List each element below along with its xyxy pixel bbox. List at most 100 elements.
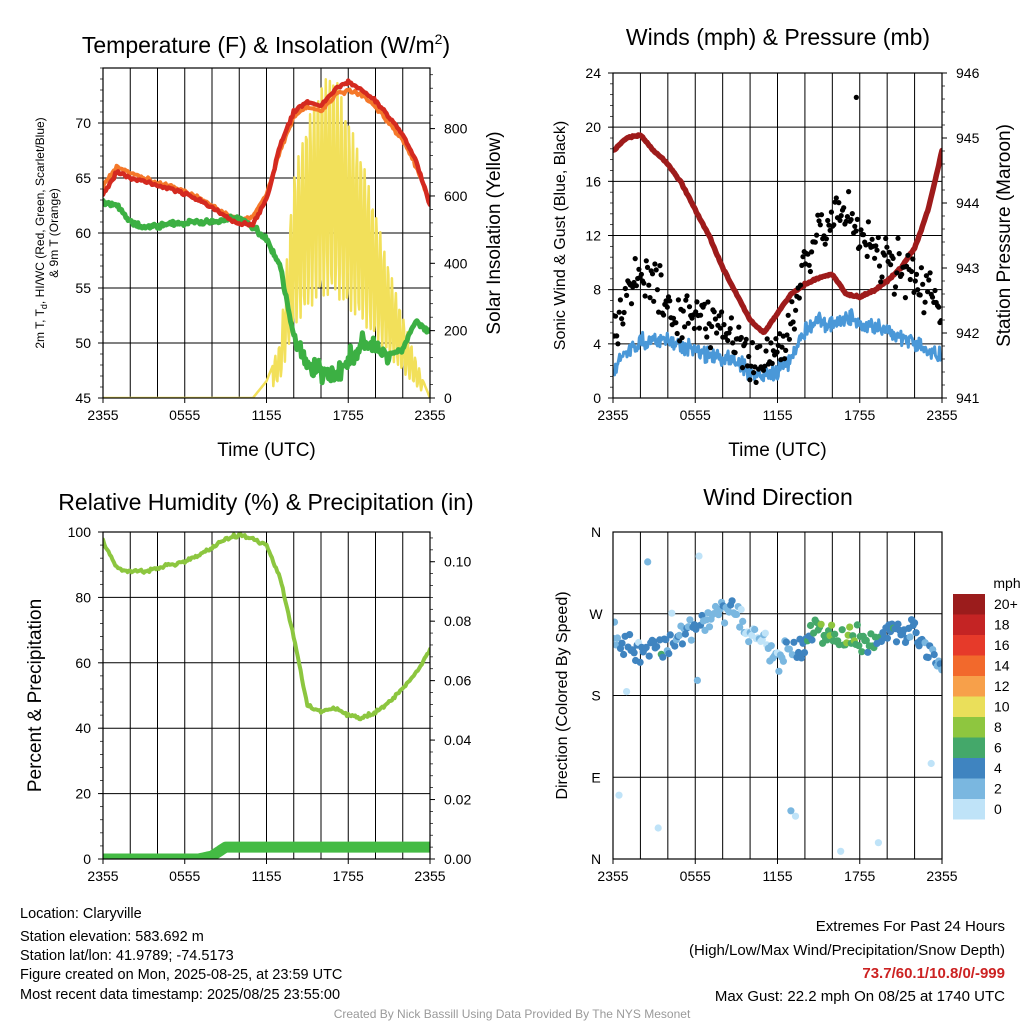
direction-point — [620, 650, 628, 659]
y2-tick-label: 0.06 — [444, 673, 471, 689]
most-recent-timestamp: Most recent data timestamp: 2025/08/25 2… — [20, 987, 341, 1003]
y2-tick-label: 942 — [956, 325, 980, 341]
direction-point — [938, 666, 942, 674]
gust-point — [912, 278, 918, 284]
direction-point — [797, 654, 806, 662]
gust-point — [702, 326, 709, 332]
gust-point — [838, 213, 844, 219]
gust-point — [909, 268, 915, 275]
gust-point — [809, 249, 815, 255]
gust-point — [719, 309, 725, 315]
gust-point — [712, 316, 719, 322]
gust-point — [891, 291, 897, 297]
extremes-subtitle: (High/Low/Max Wind/Precipitation/Snow De… — [689, 942, 1005, 959]
y2-tick-label: 800 — [444, 121, 468, 137]
direction-point — [761, 629, 769, 637]
direction-point — [767, 642, 775, 650]
plot-area — [103, 532, 430, 859]
y2-tick-label: 0.10 — [444, 554, 471, 570]
gust-point — [874, 247, 880, 253]
y2-tick-label: 0.00 — [444, 851, 471, 867]
gust-point — [624, 292, 630, 298]
gust-point — [617, 297, 624, 303]
gust-point — [879, 274, 885, 280]
gust-point — [683, 297, 689, 303]
plot-area — [613, 552, 942, 855]
direction-point — [615, 791, 623, 799]
y-tick-label: S — [591, 688, 600, 704]
direction-point — [613, 634, 622, 642]
y2-tick-label: 944 — [956, 195, 980, 211]
direction-point — [794, 648, 803, 657]
dewpoint-line — [103, 197, 430, 386]
direction-point — [874, 839, 883, 847]
gust-point — [615, 341, 621, 347]
y-tick-label: 4 — [593, 336, 601, 352]
gust-point — [827, 227, 833, 233]
gust-point — [675, 297, 682, 303]
gust-point — [883, 235, 889, 242]
chart-title: Relative Humidity (%) & Precipitation (i… — [58, 489, 473, 515]
y-tick-label: N — [591, 524, 601, 540]
gust-point — [757, 343, 763, 349]
legend-swatch — [953, 696, 985, 717]
gust-point — [714, 330, 720, 336]
direction-point — [626, 631, 634, 639]
gust-point — [673, 320, 679, 326]
legend-label: 2 — [994, 781, 1002, 797]
gust-point — [790, 319, 796, 325]
x-tick-label: 1755 — [333, 407, 364, 423]
pressure-line — [613, 132, 942, 336]
gust-point — [694, 299, 700, 305]
direction-point — [936, 660, 942, 668]
y-tick-label: 50 — [75, 335, 91, 351]
direction-point — [613, 618, 619, 626]
gust-point — [707, 345, 714, 351]
gust-point — [858, 227, 864, 233]
gust-point — [621, 309, 627, 316]
direction-point — [927, 759, 935, 768]
gust-point — [849, 211, 855, 217]
x-tick-label: 1755 — [844, 868, 875, 884]
direction-point — [751, 625, 759, 634]
gust-point — [878, 279, 884, 285]
legend-swatch — [953, 614, 985, 635]
gust-point — [663, 298, 669, 304]
y-tick-label: 0 — [83, 851, 91, 867]
gust-point — [915, 287, 921, 293]
direction-point — [808, 636, 816, 644]
gust-point — [620, 321, 626, 327]
precipitation-line — [103, 841, 430, 859]
gust-point — [926, 277, 932, 283]
legend-label: 8 — [994, 719, 1002, 735]
gust-point — [709, 323, 715, 330]
gust-point — [642, 293, 648, 299]
x-tick-label: 1155 — [251, 407, 281, 423]
gust-point — [872, 255, 878, 261]
y2-tick-label: 946 — [956, 65, 980, 81]
y-tick-label: 20 — [75, 786, 91, 802]
gust-point — [652, 261, 658, 267]
x-tick-label: 1155 — [762, 868, 792, 884]
gust-point — [806, 262, 812, 268]
legend-label: 4 — [994, 760, 1002, 776]
gust-point — [679, 335, 685, 341]
gust-point — [647, 295, 653, 301]
gust-point — [783, 347, 789, 353]
direction-point — [692, 625, 700, 633]
gust-point — [896, 251, 902, 257]
gust-point — [881, 252, 888, 258]
gust-point — [895, 235, 901, 241]
gust-point — [899, 271, 905, 277]
y-axis-label: 2m T, Td, HI/WC (Red, Green, Scarlet/Blu… — [33, 117, 49, 348]
gust-point — [726, 330, 732, 336]
direction-point — [800, 649, 809, 657]
gust-point — [674, 330, 680, 337]
gust-point — [911, 289, 917, 295]
legend-label: 18 — [994, 617, 1010, 633]
speed-legend: mph 20+ 18 16 14 12 10 8 6 4 2 0 — [953, 575, 1021, 820]
figure-created: Figure created on Mon, 2025-08-25, at 23… — [20, 967, 343, 983]
direction-point — [705, 623, 714, 631]
y2-tick-label: 0.02 — [444, 792, 471, 808]
gust-point — [907, 276, 913, 283]
